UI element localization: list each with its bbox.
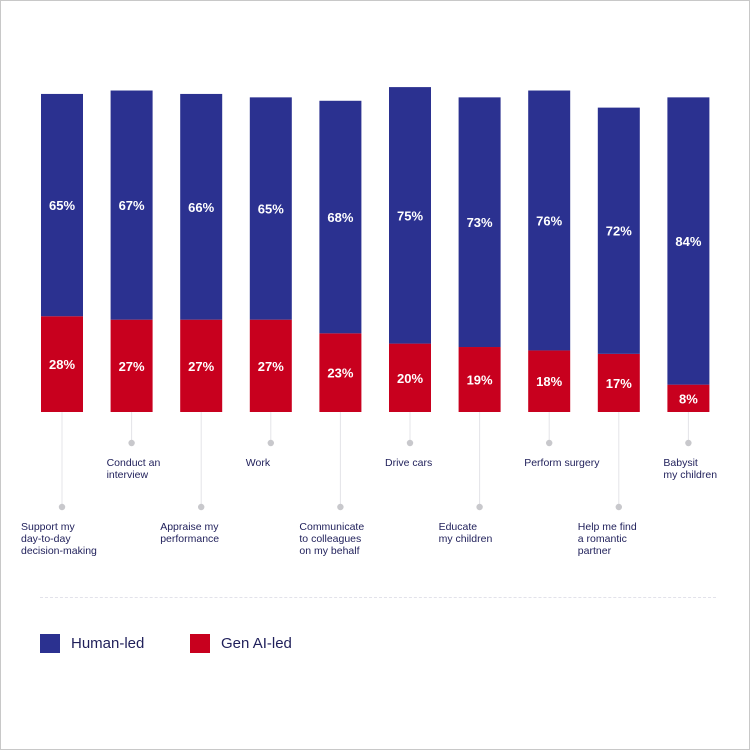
bar-gen-ai-led [597,353,640,412]
data-label: 20% [397,371,423,386]
data-label: 68% [327,210,353,225]
category-label-line: Work [245,457,271,469]
category-label-line: Educate [438,521,478,533]
category-label-line: day-to-day [21,533,71,545]
leader-dot [198,503,205,511]
category-label: Work [246,457,366,469]
bar-gen-ai-led [41,316,83,412]
data-label: 17% [606,376,632,391]
data-label: 73% [467,215,493,230]
leader-dot [685,439,692,447]
bar-human-led [389,87,431,344]
category-label-line: my children [438,533,493,545]
bar-gen-ai-led [180,319,223,412]
category-label: Drive cars [385,457,505,469]
category-label: Appraise my performance [160,521,280,545]
category-label-line: a romantic [577,533,627,545]
category-label-line: my children [663,469,718,481]
data-label: 72% [606,224,632,239]
bar-gen-ai-led [667,384,710,412]
category-label: Support my day-to-day decision-making [21,521,141,557]
category-label-line: on my behalf [299,545,360,557]
category-label-line: partner [577,545,612,557]
leader-dot [546,439,553,447]
category-label-line: Help me find [577,521,637,533]
data-label: 27% [258,359,284,374]
category-label-line: decision-making [21,545,97,557]
category-label-line: Babysit [663,457,698,469]
bar-gen-ai-led [249,319,292,412]
legend-label: Human-led [71,635,145,652]
bar-human-led [41,93,83,317]
category-label-line: interview [106,469,149,481]
category-label-line: Perform surgery [524,457,600,469]
legend-swatch-gen-ai-led [190,634,210,653]
bar-human-led [249,97,292,320]
data-label: 66% [188,200,214,215]
category-label: Babysit my children [663,457,750,481]
bar-gen-ai-led [110,319,153,412]
bar-human-led [319,100,362,334]
category-label-line: Communicate [299,521,365,533]
data-label: 27% [119,359,145,374]
category-label-line: performance [160,533,220,545]
leader-dot [406,439,414,447]
data-label: 67% [119,198,145,213]
category-label: Educate my children [439,521,559,545]
category-label-line: to colleagues [299,533,362,545]
data-label: 76% [536,213,562,228]
leader-dot [128,439,135,447]
stacked-bar-chart: 28% 65% 27% 67% 27% 66% 27% 65% 23% 68% 20% 75% 19% 7… [41,87,710,511]
data-label: 65% [258,202,284,217]
data-label: 65% [49,198,75,213]
legend-item-human-led: Human-led [40,634,144,653]
data-label: 28% [49,357,75,372]
bar-human-led [110,90,153,320]
bar-human-led [180,93,223,320]
data-label: 27% [188,359,214,374]
leader-dot [58,503,66,511]
leader-dot [615,503,622,511]
category-label-line: Appraise my [160,521,219,533]
bar-gen-ai-led [389,343,431,412]
data-label: 19% [467,373,493,388]
category-label: Help me find a romantic partner [578,521,698,557]
category-label: Perform surgery [524,457,644,469]
bar-human-led [597,107,640,354]
data-label: 23% [327,366,353,381]
category-label-line: Drive cars [385,457,433,469]
leader-dot [337,503,344,511]
data-label: 75% [397,208,423,223]
category-label-line: Conduct an [106,457,161,469]
legend-item-gen-ai-led: Gen AI-led [190,634,292,653]
bar-human-led [528,90,571,351]
divider [40,597,716,598]
leader-dot [476,503,483,511]
bar-gen-ai-led [458,347,501,412]
leader-dot [267,439,274,447]
legend-label: Gen AI-led [221,635,292,652]
legend-swatch-human-led [40,634,60,653]
data-label: 8% [679,391,698,406]
data-label: 18% [536,374,562,389]
bar-human-led [458,97,501,348]
data-label: 84% [675,234,701,249]
bar-human-led [667,97,710,385]
category-label: Conduct an interview [107,457,227,481]
category-label-line: Support my [21,521,75,533]
category-label: Communicate to colleagues on my behalf [299,521,419,557]
bar-gen-ai-led [528,350,571,412]
bar-gen-ai-led [319,333,362,412]
